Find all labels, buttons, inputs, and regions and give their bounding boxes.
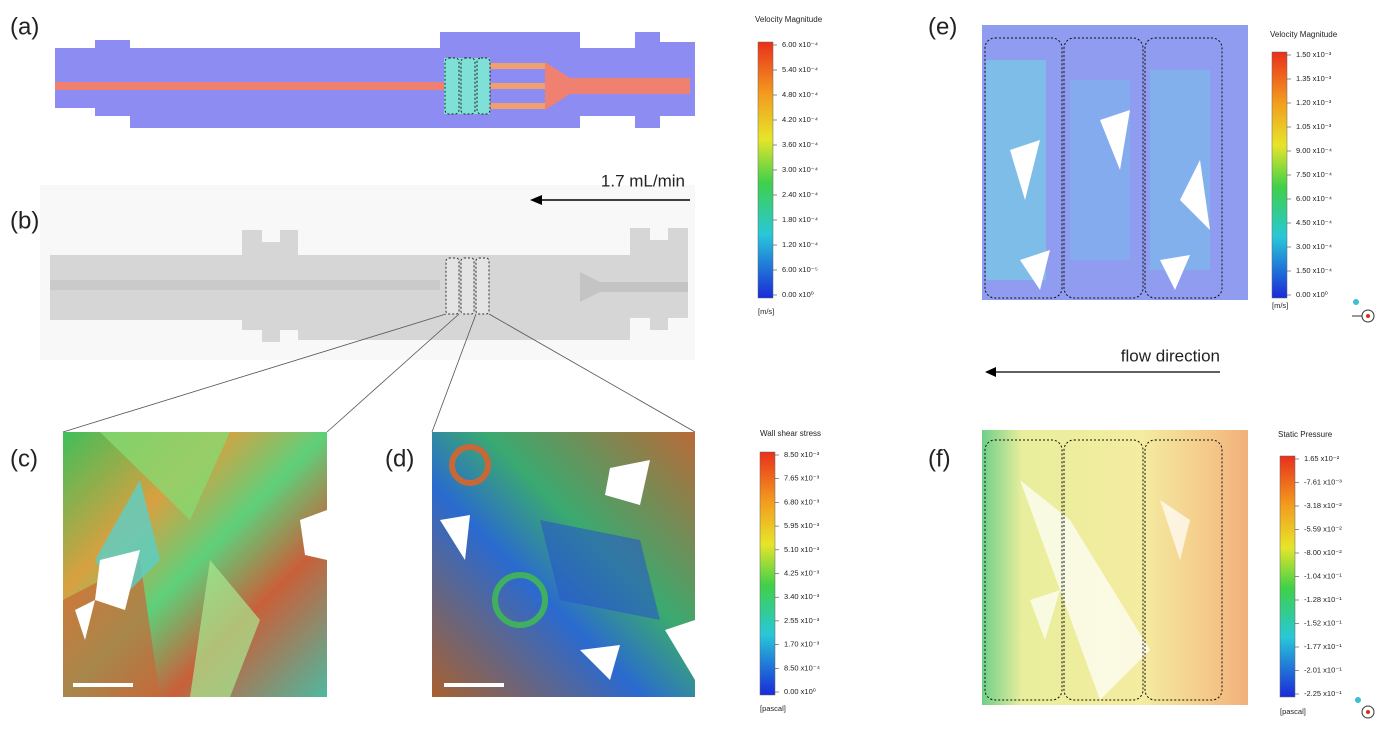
colorbar-tick-label: 8.50 x10⁻³ (784, 450, 820, 459)
colorbar-tick-label: 3.00 x10⁻⁴ (782, 165, 818, 174)
colorbar-tick-label: 1.65 x10⁻² (1304, 454, 1340, 463)
colorbar-title: Velocity Magnitude (755, 15, 823, 24)
colorbar-tick-label: -2.25 x10⁻¹ (1304, 689, 1342, 698)
colorbar-tick-label: 5.40 x10⁻⁴ (782, 65, 818, 74)
shape (490, 83, 545, 89)
colorbar-tick-label: 0.00 x10⁰ (782, 290, 814, 299)
colorbar-tick-label: 2.55 x10⁻³ (784, 616, 820, 625)
colorbar-tick-label: 5.10 x10⁻³ (784, 545, 820, 554)
shape (1070, 80, 1130, 260)
colorbar-tick-label: 1.05 x10⁻³ (1296, 122, 1332, 131)
panel-label: (f) (928, 445, 951, 472)
colorbar-unit: [m/s] (1272, 301, 1288, 310)
panel-label: (b) (10, 207, 39, 234)
colorbar-tick-label: -1.52 x10⁻¹ (1304, 618, 1342, 627)
colorbar-tick-label: 4.20 x10⁻⁴ (782, 115, 818, 124)
colorbar-tick-label: 0.00 x10⁰ (784, 687, 816, 696)
colorbar-tick-label: -7.61 x10⁻³ (1304, 477, 1342, 486)
colorbar-unit: [m/s] (758, 307, 774, 316)
colorbar-tick-label: 6.00 x10⁻⁴ (1296, 194, 1332, 203)
colorbar-unit: [pascal] (760, 704, 786, 713)
shape (446, 258, 459, 314)
shape (1366, 314, 1370, 318)
colorbar-tick-label: 1.80 x10⁻⁴ (782, 215, 818, 224)
panel-e-image (982, 25, 1248, 300)
colorbar-tick-label: 2.40 x10⁻⁴ (782, 190, 818, 199)
colorbar-tick-label: 5.95 x10⁻³ (784, 521, 820, 530)
colorbar-tick-label: 1.20 x10⁻⁴ (782, 240, 818, 249)
colorbar-tick-label: -2.01 x10⁻¹ (1304, 665, 1342, 674)
colorbar-tick-label: 9.00 x10⁻⁴ (1296, 146, 1332, 155)
flow-direction: flow direction (1121, 346, 1220, 365)
colorbar-tick-label: 1.50 x10⁻⁴ (1296, 266, 1332, 275)
panel-d-image (432, 432, 695, 697)
colorbar-tick-label: 6.00 x10⁻⁴ (782, 40, 818, 49)
colorbar-tick-label: -1.04 x10⁻¹ (1304, 571, 1342, 580)
colorbar-tick-label: 1.20 x10⁻³ (1296, 98, 1332, 107)
shape (490, 63, 545, 69)
shape (476, 258, 489, 314)
colorbar-title: Static Pressure (1278, 430, 1333, 439)
panel-f-image (982, 430, 1248, 705)
colorbar-tick-label: -1.28 x10⁻¹ (1304, 595, 1342, 604)
flow-rate: 1.7 mL/min (601, 171, 685, 190)
colorbar-unit: [pascal] (1280, 707, 1306, 716)
colorbar-tick-label: 4.25 x10⁻³ (784, 568, 820, 577)
shape (55, 82, 445, 90)
colorbar-tick-label: 7.50 x10⁻⁴ (1296, 170, 1332, 179)
colorbar-tick-label: 8.50 x10⁻⁴ (784, 663, 820, 672)
shape (444, 683, 504, 687)
shape (73, 683, 133, 687)
colorbar-tick-label: 3.60 x10⁻⁴ (782, 140, 818, 149)
colorbar (760, 452, 775, 695)
shape (1353, 299, 1359, 305)
colorbar-tick-label: -1.77 x10⁻¹ (1304, 642, 1342, 651)
shape (490, 103, 545, 109)
colorbar (1280, 456, 1295, 697)
shape (461, 258, 474, 314)
colorbar-tick-label: 0.00 x10⁰ (1296, 290, 1328, 299)
colorbar-tick-label: 1.70 x10⁻³ (784, 640, 820, 649)
colorbar-tick-label: 3.00 x10⁻⁴ (1296, 242, 1332, 251)
figure: 1.7 mL/min flow direction (0, 0, 1389, 724)
panel-a-image (55, 32, 695, 128)
colorbar-tick-label: 3.40 x10⁻³ (784, 592, 820, 601)
colorbar-tick-label: 6.80 x10⁻³ (784, 497, 820, 506)
colorbar-tick-label: -3.18 x10⁻² (1304, 501, 1342, 510)
colorbar-tick-label: 4.50 x10⁻⁴ (1296, 218, 1332, 227)
panel-label: (a) (10, 13, 39, 40)
colorbar (758, 42, 773, 298)
shape (50, 280, 440, 290)
colorbar-title: Velocity Magnitude (1270, 30, 1338, 39)
shape (1366, 710, 1370, 714)
axis-icon (1352, 299, 1374, 718)
colorbar-tick-label: 1.50 x10⁻³ (1296, 50, 1332, 59)
colorbar (1272, 52, 1287, 298)
colorbar-tick-label: 4.80 x10⁻⁴ (782, 90, 818, 99)
panel-b-image (40, 185, 695, 432)
arrow-head (985, 367, 996, 377)
colorbar-tick-label: 6.00 x10⁻⁵ (782, 265, 818, 274)
colorbar-tick-label: -5.59 x10⁻² (1304, 524, 1342, 533)
colorbar-tick-label: -8.00 x10⁻² (1304, 548, 1342, 557)
shape (444, 58, 490, 114)
panel-label: (e) (928, 13, 957, 40)
panel-c-image (63, 432, 327, 697)
colorbar-tick-label: 7.65 x10⁻³ (784, 474, 820, 483)
panel-label: (d) (385, 445, 414, 472)
colorbar-title: Wall shear stress (760, 429, 821, 438)
panel-label: (c) (10, 445, 38, 472)
colorbar-tick-label: 1.35 x10⁻³ (1296, 74, 1332, 83)
shape (1355, 697, 1361, 703)
